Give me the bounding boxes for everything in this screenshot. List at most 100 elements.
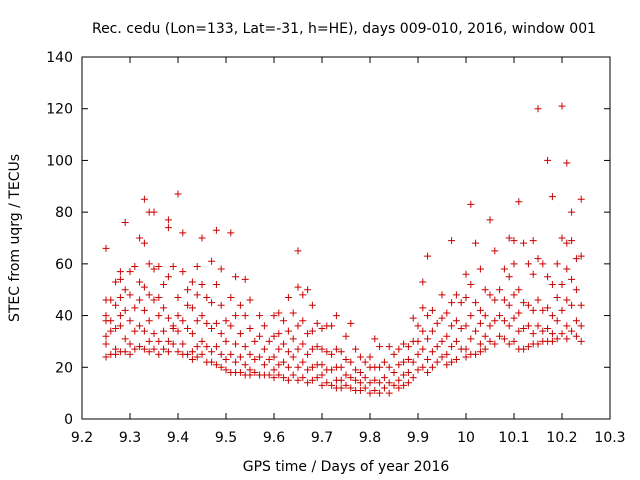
data-point — [443, 332, 451, 340]
data-point — [174, 348, 182, 356]
data-point — [366, 379, 374, 387]
data-point — [534, 255, 542, 263]
data-point — [308, 363, 316, 371]
data-point — [198, 350, 206, 358]
data-point — [390, 381, 398, 389]
data-point — [275, 361, 283, 369]
data-point — [112, 325, 120, 332]
data-point — [539, 327, 547, 335]
data-point — [385, 363, 393, 371]
data-point — [145, 260, 153, 268]
y-tick-label: 120 — [46, 102, 73, 118]
data-point — [467, 200, 475, 208]
data-point — [308, 376, 316, 384]
data-point — [419, 327, 427, 335]
data-point — [366, 389, 374, 397]
data-point — [102, 244, 110, 252]
data-point — [428, 348, 436, 356]
y-tick-label: 140 — [46, 50, 73, 66]
data-point — [251, 356, 259, 364]
data-point — [184, 325, 192, 332]
data-point — [568, 275, 576, 283]
data-point — [289, 353, 297, 361]
data-point — [174, 190, 182, 198]
data-point — [534, 105, 542, 113]
data-point — [452, 337, 460, 345]
data-point — [328, 322, 336, 330]
data-point — [491, 340, 499, 348]
data-point — [390, 350, 398, 358]
data-point — [500, 335, 508, 343]
data-point — [294, 363, 302, 371]
data-point — [217, 301, 225, 309]
data-point — [524, 301, 532, 309]
data-point — [347, 319, 355, 327]
data-point — [294, 283, 302, 291]
data-point — [563, 296, 571, 304]
data-point — [280, 340, 288, 348]
data-point — [380, 384, 388, 392]
x-tick-label: 10.2 — [546, 430, 577, 446]
data-point — [428, 327, 436, 335]
data-point — [572, 332, 580, 340]
data-point — [308, 345, 316, 353]
data-point — [217, 330, 225, 338]
data-point — [352, 366, 360, 374]
data-point — [481, 286, 489, 294]
data-point — [337, 384, 345, 392]
data-point — [174, 312, 182, 320]
data-point — [155, 293, 163, 301]
data-point — [568, 327, 576, 335]
data-point — [428, 306, 436, 314]
data-point — [390, 368, 398, 376]
data-point — [260, 345, 268, 353]
data-point — [328, 381, 336, 389]
data-point — [510, 314, 518, 322]
data-point — [486, 291, 494, 299]
data-point — [400, 358, 408, 366]
data-point — [188, 278, 196, 286]
data-point — [193, 343, 201, 351]
data-point — [107, 327, 115, 335]
data-point — [342, 371, 350, 379]
data-point — [275, 371, 283, 379]
data-point — [304, 379, 312, 387]
data-point — [222, 366, 230, 374]
data-point — [563, 265, 571, 273]
data-point — [337, 363, 345, 371]
data-point — [424, 368, 432, 376]
data-point — [476, 319, 484, 327]
data-point — [236, 330, 244, 338]
data-point — [318, 325, 326, 332]
data-point — [227, 350, 235, 358]
data-point — [419, 345, 427, 353]
data-point — [232, 358, 240, 366]
data-point — [313, 343, 321, 351]
data-point — [217, 265, 225, 273]
data-point — [198, 337, 206, 345]
data-point — [241, 361, 249, 369]
data-point — [256, 353, 264, 361]
data-point — [121, 335, 129, 343]
data-point — [140, 306, 148, 314]
data-point — [164, 337, 172, 345]
data-point — [496, 332, 504, 340]
data-point — [476, 306, 484, 314]
data-point — [438, 291, 446, 299]
data-point — [193, 291, 201, 299]
data-point — [140, 327, 148, 335]
data-point — [102, 353, 110, 361]
data-point — [520, 239, 528, 247]
plot-frame — [81, 56, 611, 420]
data-point — [424, 252, 432, 260]
data-point — [472, 239, 480, 247]
data-point — [131, 304, 139, 312]
data-point — [112, 301, 120, 309]
data-point — [524, 322, 532, 330]
data-point — [299, 374, 307, 382]
data-point — [467, 335, 475, 343]
y-tick-label: 40 — [55, 309, 73, 325]
data-point — [179, 340, 187, 348]
data-point — [203, 293, 211, 301]
data-point — [136, 234, 144, 242]
